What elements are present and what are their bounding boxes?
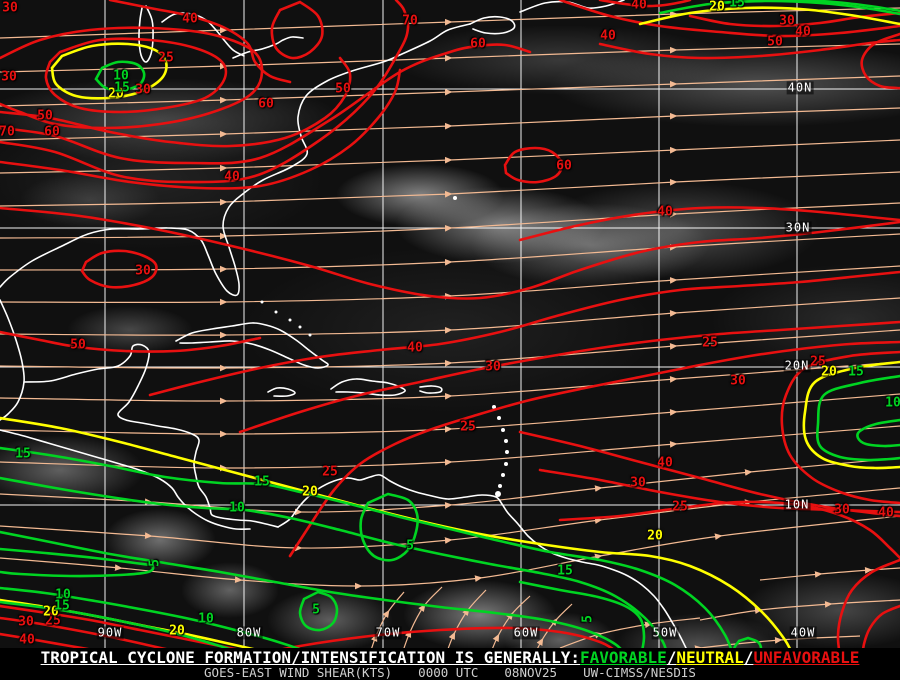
contour-label-unfavorable: 60 <box>556 158 572 174</box>
contour-label-unfavorable: 30 <box>18 614 34 630</box>
contour-label-unfavorable: 30 <box>135 263 151 279</box>
contour-label-unfavorable: 30 <box>485 359 501 375</box>
contour-label-neutral: 20 <box>821 364 837 380</box>
contour-label-unfavorable: 50 <box>335 81 351 97</box>
headline-favorable: FAVORABLE <box>580 648 667 667</box>
grid-label: 60W <box>512 625 540 640</box>
contour-label-favorable: 5 <box>147 559 163 567</box>
contour-label-unfavorable: 60 <box>258 96 274 112</box>
contour-label-unfavorable: 30 <box>630 475 646 491</box>
valid-date: 08NOV25 <box>504 665 558 680</box>
valid-time: 0000 UTC <box>418 665 479 680</box>
contour-label-unfavorable: 30 <box>834 502 850 518</box>
contour-label-unfavorable: 30 <box>730 373 746 389</box>
contour-label-unfavorable: 40 <box>657 204 673 220</box>
contour-label-favorable: 10 <box>198 611 214 627</box>
contour-label-unfavorable: 40 <box>631 0 647 13</box>
contour-label-favorable: 15 <box>254 474 270 490</box>
contour-label-favorable: 15 <box>729 0 745 11</box>
contours-favorable-layer <box>0 0 900 648</box>
contour-label-unfavorable: 40 <box>19 632 35 648</box>
contour-label-favorable: 15 <box>557 563 573 579</box>
contour-label-unfavorable: 25 <box>702 335 718 351</box>
headline-neutral: NEUTRAL <box>676 648 744 667</box>
contour-label-neutral: 20 <box>108 86 124 102</box>
contour-label-favorable: 5 <box>580 615 596 623</box>
contour-label-unfavorable: 25 <box>158 50 174 66</box>
contour-label-unfavorable: 30 <box>2 0 18 16</box>
map-canvas <box>0 0 900 648</box>
contour-label-unfavorable: 30 <box>135 82 151 98</box>
contour-label-unfavorable: 50 <box>37 108 53 124</box>
contour-label-unfavorable: 25 <box>322 464 338 480</box>
grid-label: 30N <box>784 220 812 235</box>
contour-label-favorable: 5 <box>406 538 414 554</box>
product-name: GOES-EAST WIND SHEAR(KTS) <box>204 665 393 680</box>
contour-label-favorable: 15 <box>54 598 70 614</box>
contour-label-unfavorable: 25 <box>45 613 61 629</box>
contour-label-neutral: 20 <box>169 623 185 639</box>
caption-bar: TROPICAL CYCLONE FORMATION/INTENSIFICATI… <box>0 648 900 680</box>
contour-label-unfavorable: 40 <box>407 340 423 356</box>
contour-label-favorable: 10 <box>885 395 900 411</box>
contour-label-unfavorable: 40 <box>182 11 198 27</box>
footer-line: GOES-EAST WIND SHEAR(KTS) 0000 UTC 08NOV25… <box>0 666 900 679</box>
contour-label-unfavorable: 40 <box>600 28 616 44</box>
contour-label-unfavorable: 70 <box>402 13 418 29</box>
contour-label-favorable: 10 <box>113 68 129 84</box>
contour-label-unfavorable: 60 <box>44 124 60 140</box>
coastline-layer <box>0 0 687 648</box>
headline-sep2: / <box>743 648 754 667</box>
contour-label-unfavorable: 40 <box>657 455 673 471</box>
contour-label-favorable: 15 <box>15 446 31 462</box>
grid-label: 40W <box>789 625 817 640</box>
contour-label-unfavorable: 30 <box>1 69 17 85</box>
headline-unfavorable: UNFAVORABLE <box>753 648 860 667</box>
contour-label-unfavorable: 25 <box>810 354 826 370</box>
headline-sep1: / <box>666 648 677 667</box>
contour-label-neutral: 20 <box>43 604 59 620</box>
grid-label: 40N <box>786 80 814 95</box>
contour-label-unfavorable: 60 <box>470 36 486 52</box>
contour-label-unfavorable: 30 <box>779 13 795 29</box>
contour-label-unfavorable: 25 <box>460 419 476 435</box>
data-source: UW-CIMSS/NESDIS <box>583 665 696 680</box>
contour-label-neutral: 20 <box>302 484 318 500</box>
contour-label-unfavorable: 50 <box>767 34 783 50</box>
headline-prefix: TROPICAL CYCLONE FORMATION/INTENSIFICATI… <box>40 648 581 667</box>
contour-label-unfavorable: 25 <box>672 499 688 515</box>
grid-label: 80W <box>235 625 263 640</box>
contour-label-favorable: 15 <box>848 364 864 380</box>
contour-label-unfavorable: 40 <box>795 24 811 40</box>
contour-label-neutral: 20 <box>709 0 725 15</box>
grid-label: 10N <box>783 497 811 512</box>
contour-label-unfavorable: 40 <box>224 169 240 185</box>
contour-label-favorable: 5 <box>312 602 320 618</box>
grid-label: 50W <box>651 625 679 640</box>
contour-label-unfavorable: 50 <box>70 337 86 353</box>
grid-label: 70W <box>374 625 402 640</box>
contour-label-unfavorable: 70 <box>0 124 15 140</box>
grid-label: 90W <box>96 625 124 640</box>
headline: TROPICAL CYCLONE FORMATION/INTENSIFICATI… <box>0 649 900 666</box>
contour-label-favorable: 10 <box>229 500 245 516</box>
map-area: 30 40 25 30 30 50 60 70 60 40 70 60 50 40 40 30 40 50 60 40… <box>0 0 900 648</box>
contour-label-neutral: 20 <box>647 528 663 544</box>
contour-label-favorable: 15 <box>114 80 130 96</box>
grid-label: 20N <box>783 358 811 373</box>
map-label-layer: 30 40 25 30 30 50 60 70 60 40 70 60 50 40 40 30 40 50 60 40… <box>0 0 900 648</box>
contour-label-unfavorable: 40 <box>878 505 894 521</box>
contour-label-favorable: 10 <box>55 587 71 603</box>
